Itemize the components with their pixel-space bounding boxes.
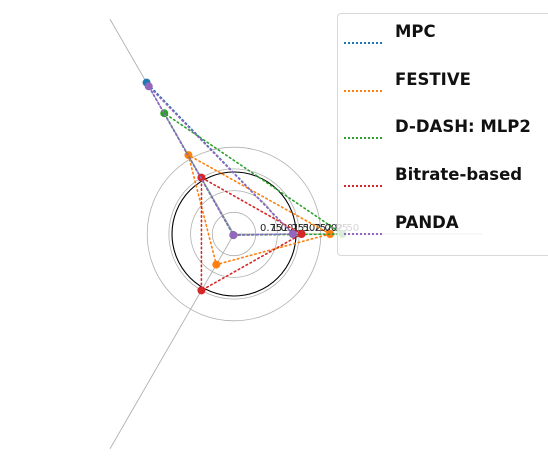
legend-label-mpc: MPC	[395, 22, 436, 41]
data-point	[288, 230, 297, 238]
legend-label-festive: FESTIVE	[395, 70, 471, 89]
series-2	[160, 109, 347, 240]
data-point	[184, 151, 193, 160]
legend-swatch-mpc	[344, 42, 382, 44]
data-point	[297, 230, 306, 238]
legend-swatch-ddash	[344, 137, 382, 139]
radial-tick-label: 1.50	[293, 223, 315, 234]
data-point	[212, 260, 221, 269]
data-point	[144, 82, 153, 91]
legend: MPC FESTIVE D-DASH: MLP2 Bitrate-based P…	[337, 13, 548, 256]
series-4	[144, 82, 297, 240]
series-line	[163, 112, 346, 236]
data-point	[197, 286, 206, 295]
legend-swatch-bitrate	[344, 185, 382, 187]
legend-item-panda: PANDA	[338, 209, 548, 239]
legend-label-ddash: D-DASH: MLP2	[395, 117, 531, 136]
series-1	[184, 151, 335, 269]
data-point	[229, 231, 238, 240]
series-line	[200, 176, 304, 292]
legend-item-ddash: D-DASH: MLP2	[338, 113, 548, 143]
legend-label-bitrate: Bitrate-based	[395, 165, 523, 184]
data-point	[160, 109, 169, 118]
legend-item-festive: FESTIVE	[338, 66, 548, 96]
radial-tick-label: 2.00	[315, 223, 337, 234]
legend-swatch-panda	[344, 233, 382, 235]
radial-tick-label: 1.00	[271, 223, 293, 234]
radial-tick-label: 0.75	[260, 223, 282, 234]
radial-tick-label: 1.75	[304, 223, 326, 234]
series-line	[148, 85, 295, 236]
legend-item-mpc: MPC	[338, 18, 548, 48]
legend-label-panda: PANDA	[395, 213, 459, 232]
data-series	[142, 78, 347, 295]
legend-item-bitrate: Bitrate-based	[338, 161, 548, 191]
axis-spoke-2	[109, 233, 235, 449]
legend-swatch-festive	[344, 90, 382, 92]
